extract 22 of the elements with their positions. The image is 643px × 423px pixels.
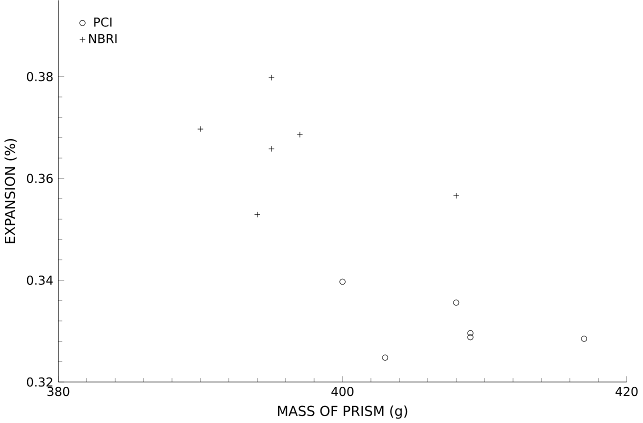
- y-tick-label: 0.38: [26, 72, 53, 82]
- point: [254, 211, 260, 218]
- point: [340, 278, 346, 285]
- point: [467, 334, 474, 340]
- legend-label: NBRI: [89, 34, 117, 43]
- point: [268, 74, 274, 81]
- legend-label: PCI: [94, 17, 112, 27]
- x-tick-label: 420: [616, 386, 638, 396]
- x-tick-label: 400: [331, 386, 354, 396]
- y-tick-label: 0.32: [26, 377, 52, 387]
- y-tick-label: 0.34: [26, 275, 53, 285]
- point: [382, 354, 388, 360]
- y-axis-title: EXPANSION (%): [4, 138, 17, 243]
- point: [296, 131, 303, 138]
- point: [453, 299, 460, 306]
- x-axis-title: MASS OF PRISM (g): [278, 405, 408, 419]
- point: [268, 146, 274, 152]
- point: [467, 330, 474, 336]
- point: [197, 126, 204, 132]
- point: [581, 336, 588, 342]
- x-tick-label: 380: [48, 386, 70, 396]
- y-tick-label: 0.36: [26, 174, 53, 183]
